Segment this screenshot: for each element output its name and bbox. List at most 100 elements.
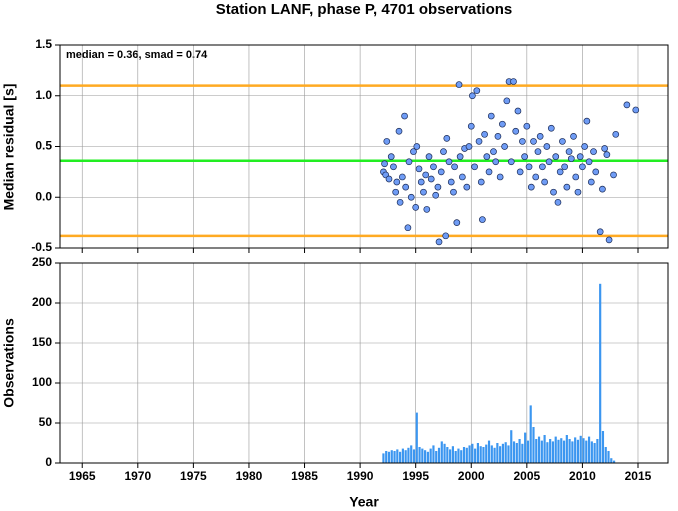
data-point: [396, 198, 404, 206]
bar: [540, 440, 543, 463]
bar: [485, 444, 488, 463]
data-point: [559, 138, 566, 145]
bar: [562, 440, 566, 463]
data-point: [456, 153, 464, 160]
bar: [601, 431, 605, 463]
data-point: [514, 107, 522, 115]
data-point: [459, 173, 466, 181]
bar: [571, 441, 574, 463]
data-point: [420, 188, 427, 196]
bar: [440, 441, 443, 463]
bar: [554, 436, 557, 463]
chart-title: Station LANF, phase P, 4701 observations: [216, 1, 512, 18]
data-point: [501, 143, 508, 150]
bar: [476, 443, 479, 463]
bar: [590, 441, 593, 463]
data-point: [453, 219, 461, 226]
bar: [396, 449, 399, 463]
bar: [387, 451, 391, 463]
bar: [415, 412, 418, 463]
data-point: [425, 153, 433, 160]
bar: [482, 447, 485, 463]
data-point: [490, 148, 497, 155]
data-point: [417, 178, 425, 186]
data-point: [592, 168, 600, 176]
bar: [493, 447, 496, 463]
data-point: [623, 101, 631, 109]
data-point: [499, 120, 506, 128]
data-point: [442, 232, 450, 240]
data-point: [471, 163, 478, 171]
bar: [599, 283, 602, 463]
data-point: [599, 185, 606, 193]
data-point: [610, 171, 617, 179]
y-tick-label: 100: [32, 375, 52, 389]
data-point: [467, 122, 475, 130]
data-point: [581, 143, 588, 150]
bar: [390, 450, 393, 463]
bar: [587, 436, 591, 463]
y-tick-label: 0.5: [35, 139, 52, 153]
bar: [410, 445, 413, 463]
data-point: [455, 81, 463, 88]
data-point: [447, 178, 455, 186]
data-point: [519, 138, 526, 145]
data-point: [494, 133, 502, 140]
data-point: [576, 153, 584, 160]
x-tick-label: 2000: [458, 469, 485, 483]
bar: [585, 440, 588, 463]
y-tick-label: 0: [45, 455, 52, 469]
data-point: [473, 87, 481, 95]
bar: [543, 435, 546, 463]
y-tick-label: 200: [32, 295, 52, 309]
data-point: [410, 148, 417, 155]
data-point: [423, 206, 431, 213]
data-point: [563, 183, 571, 191]
bar: [579, 435, 582, 463]
x-tick-label: 2015: [625, 469, 652, 483]
y-tick-label: 150: [32, 335, 52, 349]
data-point: [503, 97, 511, 105]
bar: [487, 440, 491, 463]
bar: [429, 448, 432, 463]
data-point: [477, 178, 485, 186]
data-point: [485, 168, 493, 176]
bar: [496, 443, 499, 463]
bar: [568, 439, 571, 463]
x-tick-label: 1990: [347, 469, 374, 483]
data-point: [483, 153, 491, 160]
data-point: [385, 175, 393, 183]
bar: [518, 439, 521, 463]
data-point: [587, 178, 595, 186]
data-point: [451, 163, 458, 171]
x-tick-label: 1975: [180, 469, 207, 483]
bar: [537, 436, 541, 463]
bar: [443, 443, 446, 463]
data-point: [465, 143, 473, 150]
bar: [549, 439, 552, 463]
y-axis-label: Observations: [1, 318, 17, 408]
data-point: [387, 153, 395, 160]
data-point: [402, 183, 410, 191]
data-point: [579, 163, 586, 171]
data-point: [393, 178, 401, 186]
data-point: [432, 191, 440, 199]
data-point: [445, 158, 453, 166]
bar: [604, 447, 607, 463]
data-point: [412, 204, 420, 211]
data-point: [539, 163, 546, 171]
y-tick-label: 250: [32, 255, 52, 269]
x-tick-label: 1965: [69, 469, 96, 483]
data-point: [550, 188, 557, 196]
data-point: [534, 148, 542, 155]
data-point: [479, 216, 486, 223]
data-point: [536, 133, 544, 140]
bar: [451, 446, 454, 463]
data-point: [556, 168, 564, 176]
bar: [426, 451, 429, 463]
bar: [504, 442, 507, 463]
bar: [551, 441, 555, 463]
data-point: [487, 112, 495, 120]
data-point: [481, 130, 488, 138]
